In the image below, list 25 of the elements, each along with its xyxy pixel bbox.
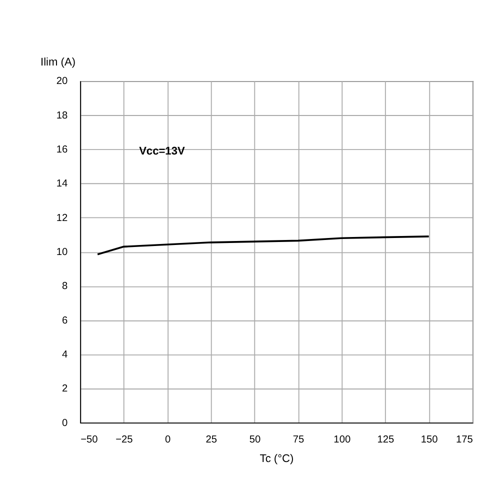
x-tick-label: 25 [206,434,218,446]
y-tick-label: 0 [62,418,68,429]
x-tick-label: 100 [334,434,351,446]
y-tick-label: 8 [62,281,68,292]
x-axis-title: Tc (°C) [260,452,294,465]
x-tick-label: −25 [116,434,134,446]
y-tick-label: 20 [56,76,68,88]
line-series [96,235,430,256]
y-tick-label: 16 [56,144,68,156]
y-tick-label: 2 [62,384,68,395]
x-tick-label: 75 [292,434,305,446]
x-tick-label: 150 [420,434,438,446]
annotation: Vcc=13V [139,146,186,158]
y-axis-title: Ilim (A) [40,56,76,68]
x-tick-label: 175 [456,434,474,446]
y-tick-label: 12 [56,212,68,224]
y-tick-label: 6 [62,315,68,326]
x-tick-label: 50 [249,434,261,446]
x-tick-label: 125 [377,434,395,446]
y-tick-label: 4 [62,350,68,361]
y-tick-label: 10 [56,247,68,258]
x-tick-label: −50 [80,434,98,446]
y-tick-label: 14 [56,178,68,190]
y-tick-label: 18 [56,110,68,122]
x-tick-label: 0 [164,434,171,446]
